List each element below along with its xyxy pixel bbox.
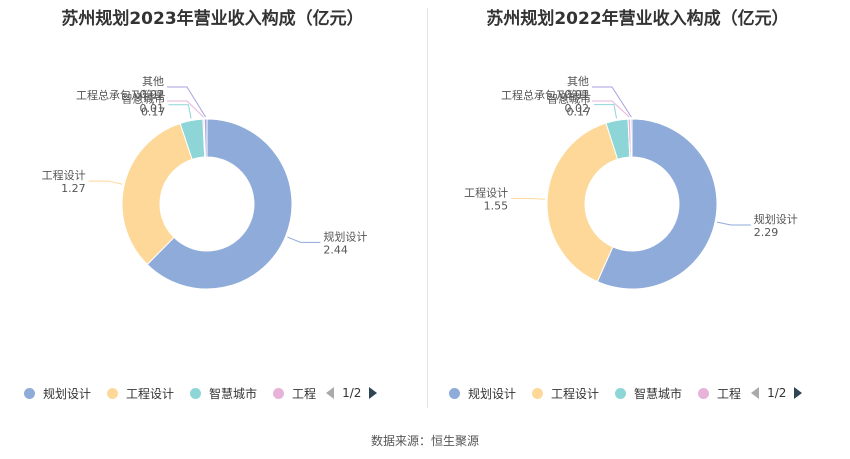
legend-dot: [107, 387, 119, 399]
legend-label: 规划设计: [43, 386, 92, 401]
legend-label: 智慧城市: [634, 386, 683, 401]
slice-label: 其他: [142, 75, 164, 88]
data-source-label: 数据来源：恒生聚源: [370, 434, 479, 448]
slice-label: 工程总承包及管理: [501, 88, 589, 102]
slice-value-label: 2.29: [754, 226, 779, 239]
legend-item-智慧城市[interactable]: 智慧城市: [190, 385, 257, 402]
slice-label: 其他: [567, 75, 589, 88]
chart-panel-2023: 苏州规划2023年营业收入构成（亿元） 规划设计 2.44 工程设计 1.27 智慧城市…: [0, 0, 425, 420]
slice-value-label: 0.01: [140, 102, 165, 115]
slice-value-label: 1.27: [61, 182, 86, 195]
legend-label: 工程: [717, 386, 742, 401]
legend-item-规划设计[interactable]: 规划设计: [449, 385, 516, 402]
legend-label: 工程: [292, 386, 317, 401]
leader-line: [167, 86, 207, 118]
leader-line: [168, 104, 192, 119]
legend-dot: [190, 387, 202, 399]
leader-line: [167, 100, 204, 118]
slice-value-label: 0.17: [141, 106, 166, 119]
slice-value-label: 0.02: [565, 102, 590, 115]
panel-divider: [427, 8, 428, 408]
legend-2023: 规划设计 工程设计 智慧城市 工程 1/2: [24, 383, 378, 403]
legend-dot: [532, 387, 544, 399]
legend-2022: 规划设计 工程设计 智慧城市 工程 1/2: [449, 383, 803, 403]
leader-line: [287, 236, 321, 243]
leader-line: [716, 221, 751, 226]
slice-value-label: 0.17: [567, 106, 592, 119]
legend-dot: [615, 387, 627, 399]
legend-item-工程[interactable]: 工程: [273, 385, 316, 402]
legend-item-工程设计[interactable]: 工程设计: [107, 385, 174, 402]
leader-line: [594, 104, 618, 119]
legend-label: 规划设计: [468, 386, 517, 401]
slice-label: 工程总承包及管理: [76, 88, 164, 102]
legend-dot: [449, 387, 460, 399]
legend-label: 工程设计: [551, 386, 600, 401]
next-page-icon[interactable]: [369, 387, 378, 399]
legend-label: 智慧城市: [209, 386, 258, 401]
pie-slice-工程设计[interactable]: [121, 122, 193, 266]
pie-slice-规划设计[interactable]: [596, 118, 718, 290]
prev-page-icon[interactable]: [326, 387, 335, 399]
slice-value-label: 2.44: [323, 243, 348, 256]
pie-slice-其他[interactable]: [203, 118, 208, 158]
slice-label: 工程设计: [42, 169, 86, 182]
legend-item-工程[interactable]: 工程: [698, 385, 741, 402]
chart-title: 苏州规划2022年营业收入构成（亿元）: [486, 9, 789, 29]
legend-dot: [698, 387, 710, 399]
slice-label: 规划设计: [323, 229, 367, 243]
pie-slice-其他[interactable]: [630, 118, 633, 158]
leader-line: [88, 180, 123, 185]
legend-pager: 1/2: [751, 386, 803, 400]
pie-slice-规划设计[interactable]: [146, 118, 293, 290]
legend-pager: 1/2: [326, 386, 378, 400]
legend-dot: [273, 387, 285, 399]
legend-item-工程设计[interactable]: 工程设计: [532, 385, 599, 402]
chart-title: 苏州规划2023年营业收入构成（亿元）: [61, 9, 364, 29]
legend-item-智慧城市[interactable]: 智慧城市: [615, 385, 682, 402]
slice-label: 智慧城市: [547, 92, 591, 106]
slice-value-label: 0.02: [140, 88, 165, 101]
legend-item-规划设计[interactable]: 规划设计: [24, 385, 91, 402]
page-indicator: 1/2: [767, 386, 787, 400]
next-page-icon[interactable]: [794, 387, 803, 399]
chart-panel-2022: 苏州规划2022年营业收入构成（亿元） 规划设计 2.29 工程设计 1.55 智慧城市…: [425, 0, 850, 420]
slice-label: 工程设计: [464, 187, 508, 200]
leader-line: [592, 86, 632, 118]
pie-slice-工程设计[interactable]: [546, 122, 619, 283]
slice-value-label: 1.55: [484, 200, 509, 213]
slice-label: 智慧城市: [121, 92, 165, 106]
prev-page-icon[interactable]: [751, 387, 760, 399]
legend-dot: [24, 387, 35, 399]
slice-label: 规划设计: [754, 212, 798, 226]
leader-line: [592, 100, 630, 118]
slice-value-label: 0.01: [565, 88, 590, 101]
legend-label: 工程设计: [126, 386, 175, 401]
page-indicator: 1/2: [342, 386, 362, 400]
leader-line: [511, 198, 546, 200]
